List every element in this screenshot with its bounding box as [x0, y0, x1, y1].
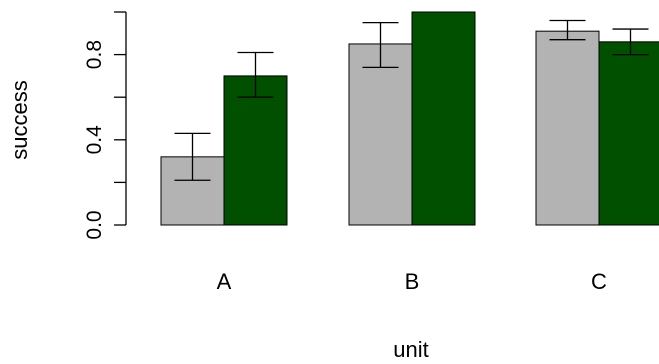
error-bar-a-series-1	[174, 132, 211, 181]
x-category-labels: A B C	[217, 269, 607, 294]
x-tick-label-a: A	[217, 269, 232, 294]
bars-layer	[160, 11, 659, 226]
bar-c-series-1	[535, 30, 600, 226]
bar-c-series-2	[598, 41, 659, 226]
x-tick-label-c: C	[591, 269, 607, 294]
bar-b-series-2	[411, 11, 476, 226]
y-tick-label: 0.8	[83, 40, 106, 69]
error-bar-c-series-2	[612, 28, 649, 56]
error-bar-c-series-1	[549, 19, 586, 41]
error-bars-layer	[174, 19, 649, 181]
y-tick-label: 0.4	[83, 125, 106, 155]
y-axis: 0.0 0.4 0.8	[83, 11, 127, 240]
error-bar-b-series-1	[362, 21, 399, 69]
x-tick-label-b: B	[405, 269, 420, 294]
y-tick-label: 0.0	[83, 210, 106, 239]
x-axis-title: unit	[393, 337, 428, 362]
bar-b-series-1	[348, 43, 413, 226]
y-axis-title: success	[7, 80, 32, 159]
bar-a-series-2	[223, 75, 288, 226]
error-bar-a-series-2	[237, 51, 274, 98]
